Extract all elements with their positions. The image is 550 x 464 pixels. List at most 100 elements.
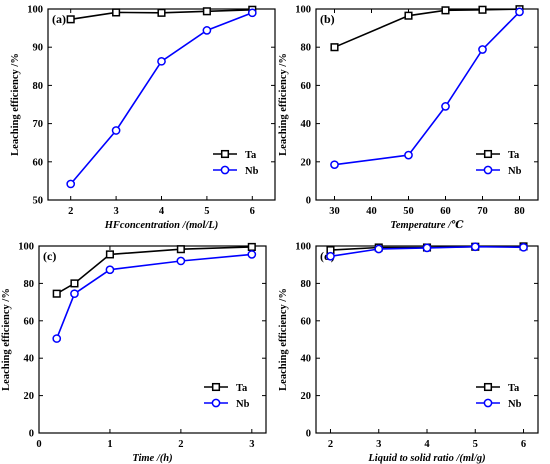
data-point-ta: [441, 6, 450, 15]
legend-label: Nb: [508, 399, 522, 410]
legend-label: Nb: [236, 399, 250, 410]
data-point-nb: [326, 251, 335, 261]
data-point-nb: [52, 334, 62, 343]
y-tick-label: 0: [29, 429, 34, 440]
y-tick-label: 40: [301, 119, 312, 130]
x-tick-label: 5: [204, 206, 209, 217]
data-point-nb: [70, 289, 79, 299]
y-tick-label: 100: [18, 242, 34, 253]
x-tick-label: 0: [36, 439, 41, 450]
chart-panel-3: 0 1 2 3 0 20 40 60 80 100 Time /(h) Leaching effici…: [1, 242, 267, 464]
y-tick-label: 0: [306, 429, 311, 440]
x-tick-label: 6: [250, 206, 255, 217]
data-point-ta: [66, 15, 75, 24]
legend-marker: [211, 398, 221, 408]
chart-panel-2: 30 40 50 60 70 80 0 20 40 60 80 100 Temperature /℃ Le…: [278, 5, 539, 231]
y-tick-label: 60: [301, 81, 312, 92]
x-tick-label: 3: [249, 439, 254, 450]
x-axis-label: Temperature /℃: [390, 220, 464, 231]
x-tick-label: 4: [159, 206, 165, 217]
data-point-ta: [330, 43, 339, 52]
data-point-nb: [66, 179, 76, 189]
x-tick-label: 5: [473, 439, 478, 450]
data-point-nb: [422, 243, 432, 253]
y-tick-label: 40: [301, 354, 312, 365]
panel-label: (a): [52, 12, 66, 26]
data-point-ta: [157, 8, 166, 17]
series-line-ta: [334, 8, 520, 48]
y-tick-label: 20: [301, 391, 312, 402]
x-tick-label: 1: [107, 439, 112, 450]
y-tick-label: 70: [33, 119, 44, 130]
y-tick-label: 100: [27, 5, 43, 16]
panel-label: (b): [320, 12, 335, 26]
data-point-ta: [404, 11, 413, 20]
data-point-nb: [519, 242, 528, 252]
legend-marker: [483, 149, 493, 159]
y-axis-label: Leaching efficiency /%: [10, 53, 21, 156]
legend-marker: [483, 165, 493, 175]
data-point-nb: [515, 7, 524, 17]
data-point-ta: [478, 5, 487, 14]
legend-marker: [220, 165, 230, 175]
x-axis-label: HFconcentration /(mol/L): [104, 220, 218, 231]
y-tick-label: 60: [33, 157, 44, 168]
y-tick-label: 20: [301, 157, 312, 168]
data-point-nb: [105, 265, 115, 275]
y-axis-label: Leaching efficiency /%: [278, 288, 289, 391]
legend-label: Ta: [245, 150, 257, 161]
y-tick-label: 80: [301, 279, 312, 290]
y-tick-label: 0: [306, 196, 311, 207]
legend-label: Ta: [508, 383, 520, 394]
y-tick-label: 80: [24, 279, 35, 290]
y-axis-label: Leaching efficiency /%: [278, 53, 289, 156]
plot-frame: [38, 245, 267, 434]
data-point-ta: [112, 8, 121, 17]
x-axis-label: Time /(h): [132, 453, 172, 464]
x-tick-label: 6: [521, 439, 526, 450]
data-point-ta: [176, 245, 185, 254]
legend-label: Ta: [236, 383, 248, 394]
y-tick-label: 20: [24, 391, 35, 402]
x-tick-label: 2: [178, 439, 183, 450]
y-tick-label: 100: [295, 5, 311, 16]
chart-panel-1: 2 3 4 5 6 50 60 70 80 90 100 HFconcentration /(mol/…: [10, 5, 276, 231]
x-tick-label: 40: [366, 206, 377, 217]
x-tick-label: 3: [113, 206, 118, 217]
x-tick-label: 70: [477, 206, 488, 217]
x-tick-label: 2: [68, 206, 73, 217]
data-point-nb: [330, 160, 339, 170]
legend-label: Ta: [508, 150, 520, 161]
y-tick-label: 60: [24, 316, 35, 327]
legend-label: Nb: [245, 166, 259, 177]
data-point-ta: [52, 289, 61, 298]
y-axis-label: Leaching efficiency /%: [1, 288, 12, 391]
y-tick-label: 80: [33, 81, 44, 92]
data-point-nb: [404, 150, 413, 160]
plot-frame: [315, 8, 539, 201]
legend-marker: [483, 382, 493, 392]
data-point-nb: [247, 250, 257, 259]
data-point-nb: [478, 45, 487, 54]
y-tick-label: 50: [33, 196, 44, 207]
data-point-ta: [70, 279, 79, 288]
data-point-nb: [470, 242, 480, 252]
data-point-nb: [157, 56, 166, 66]
data-point-nb: [111, 126, 121, 135]
data-point-nb: [247, 8, 257, 18]
data-point-nb: [441, 102, 450, 111]
x-tick-label: 30: [329, 206, 340, 217]
y-tick-label: 40: [24, 354, 35, 365]
data-point-ta: [202, 7, 211, 16]
x-tick-label: 50: [403, 206, 414, 217]
data-point-ta: [247, 242, 256, 251]
y-tick-label: 80: [301, 43, 312, 54]
y-tick-label: 60: [301, 316, 312, 327]
x-tick-label: 4: [424, 439, 430, 450]
x-tick-label: 3: [376, 439, 381, 450]
legend-label: Nb: [508, 166, 522, 177]
x-tick-label: 2: [328, 439, 333, 450]
x-tick-label: 60: [440, 206, 451, 217]
